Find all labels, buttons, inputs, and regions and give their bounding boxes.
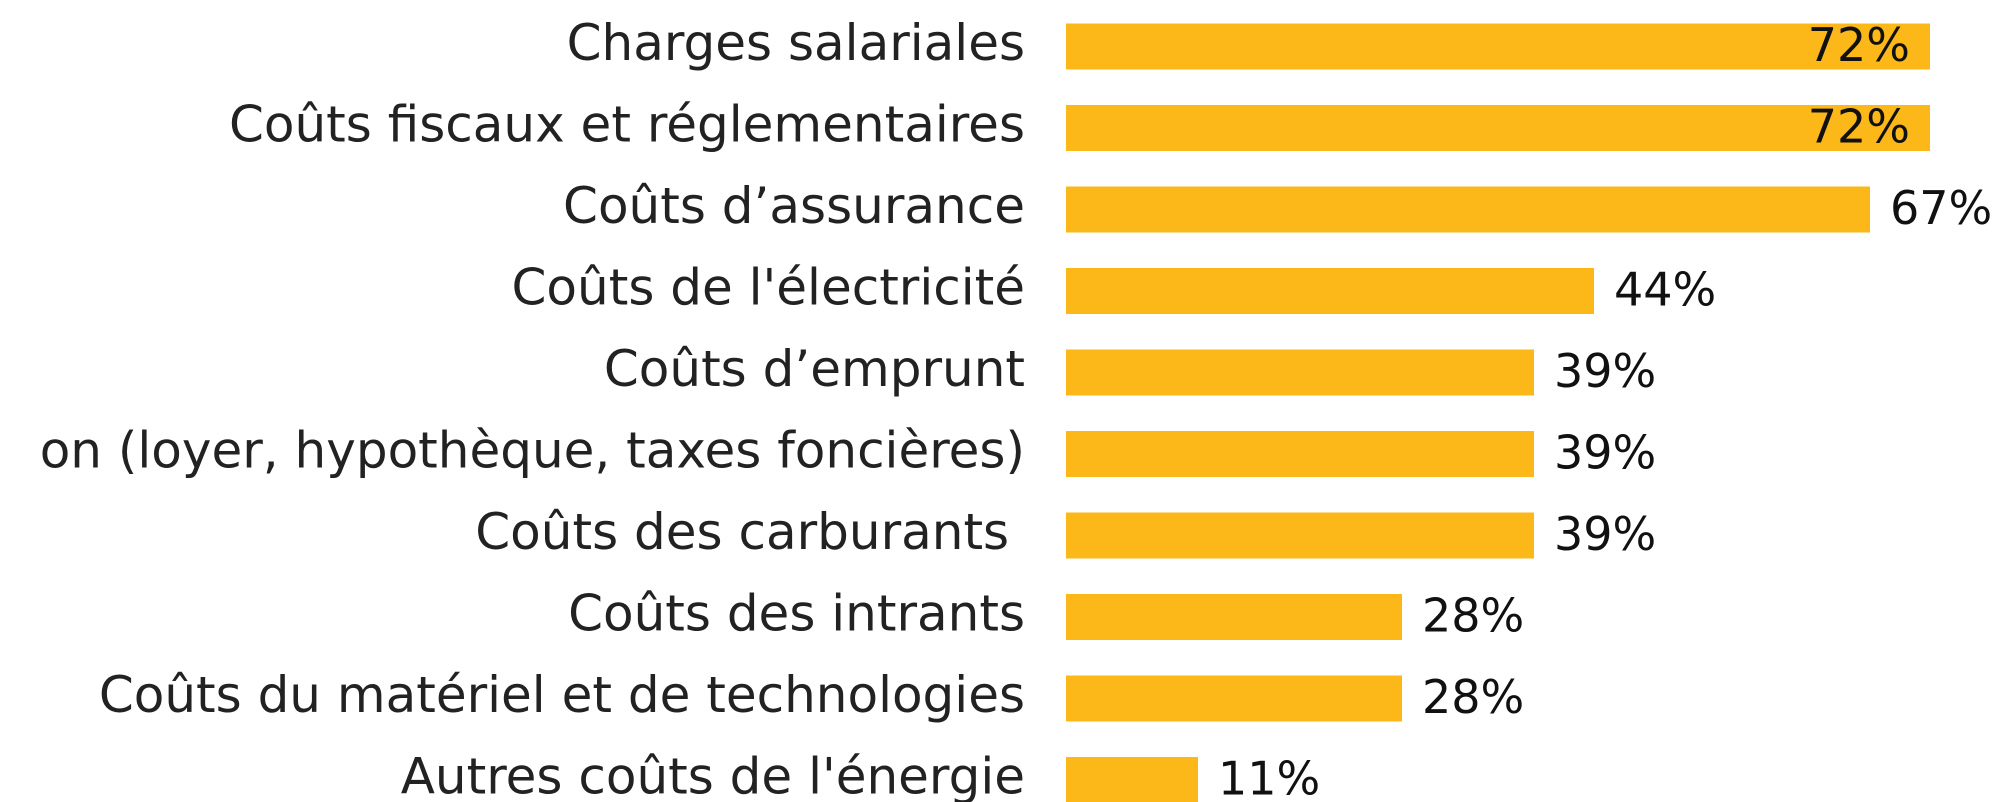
bar <box>1066 186 1870 233</box>
category-label: Charges salariales <box>567 14 1025 72</box>
value-label: 72% <box>1808 18 1910 72</box>
value-label: 28% <box>1422 589 1524 643</box>
bar <box>1066 594 1402 640</box>
value-label: 39% <box>1554 507 1656 561</box>
bar <box>1066 675 1402 722</box>
category-label: Coûts des intrants <box>568 585 1025 643</box>
category-label: Coûts fiscaux et réglementaires <box>229 96 1025 154</box>
category-label: Coûts de l'électricité <box>512 259 1025 317</box>
category-label: Coûts d’assurance <box>563 177 1025 235</box>
value-label: 11% <box>1218 752 1320 802</box>
bar <box>1066 431 1534 477</box>
bar <box>1066 23 1930 70</box>
value-label: 67% <box>1890 181 1992 235</box>
bar <box>1066 757 1198 802</box>
value-label: 72% <box>1808 100 1910 154</box>
category-label: Coûts du matériel et de technologies <box>99 666 1025 724</box>
value-label: 39% <box>1554 426 1656 480</box>
bar <box>1066 349 1534 396</box>
category-label: Coûts des carburants <box>475 503 1025 561</box>
category-label: on (loyer, hypothèque, taxes foncières) <box>40 422 1025 480</box>
value-label: 28% <box>1422 670 1524 724</box>
bar <box>1066 105 1930 151</box>
value-label: 39% <box>1554 344 1656 398</box>
bar <box>1066 512 1534 559</box>
value-label: 44% <box>1614 263 1716 317</box>
bar <box>1066 268 1594 314</box>
category-label: Autres coûts de l'énergie <box>401 748 1025 802</box>
category-label: Coûts d’emprunt <box>604 340 1025 398</box>
